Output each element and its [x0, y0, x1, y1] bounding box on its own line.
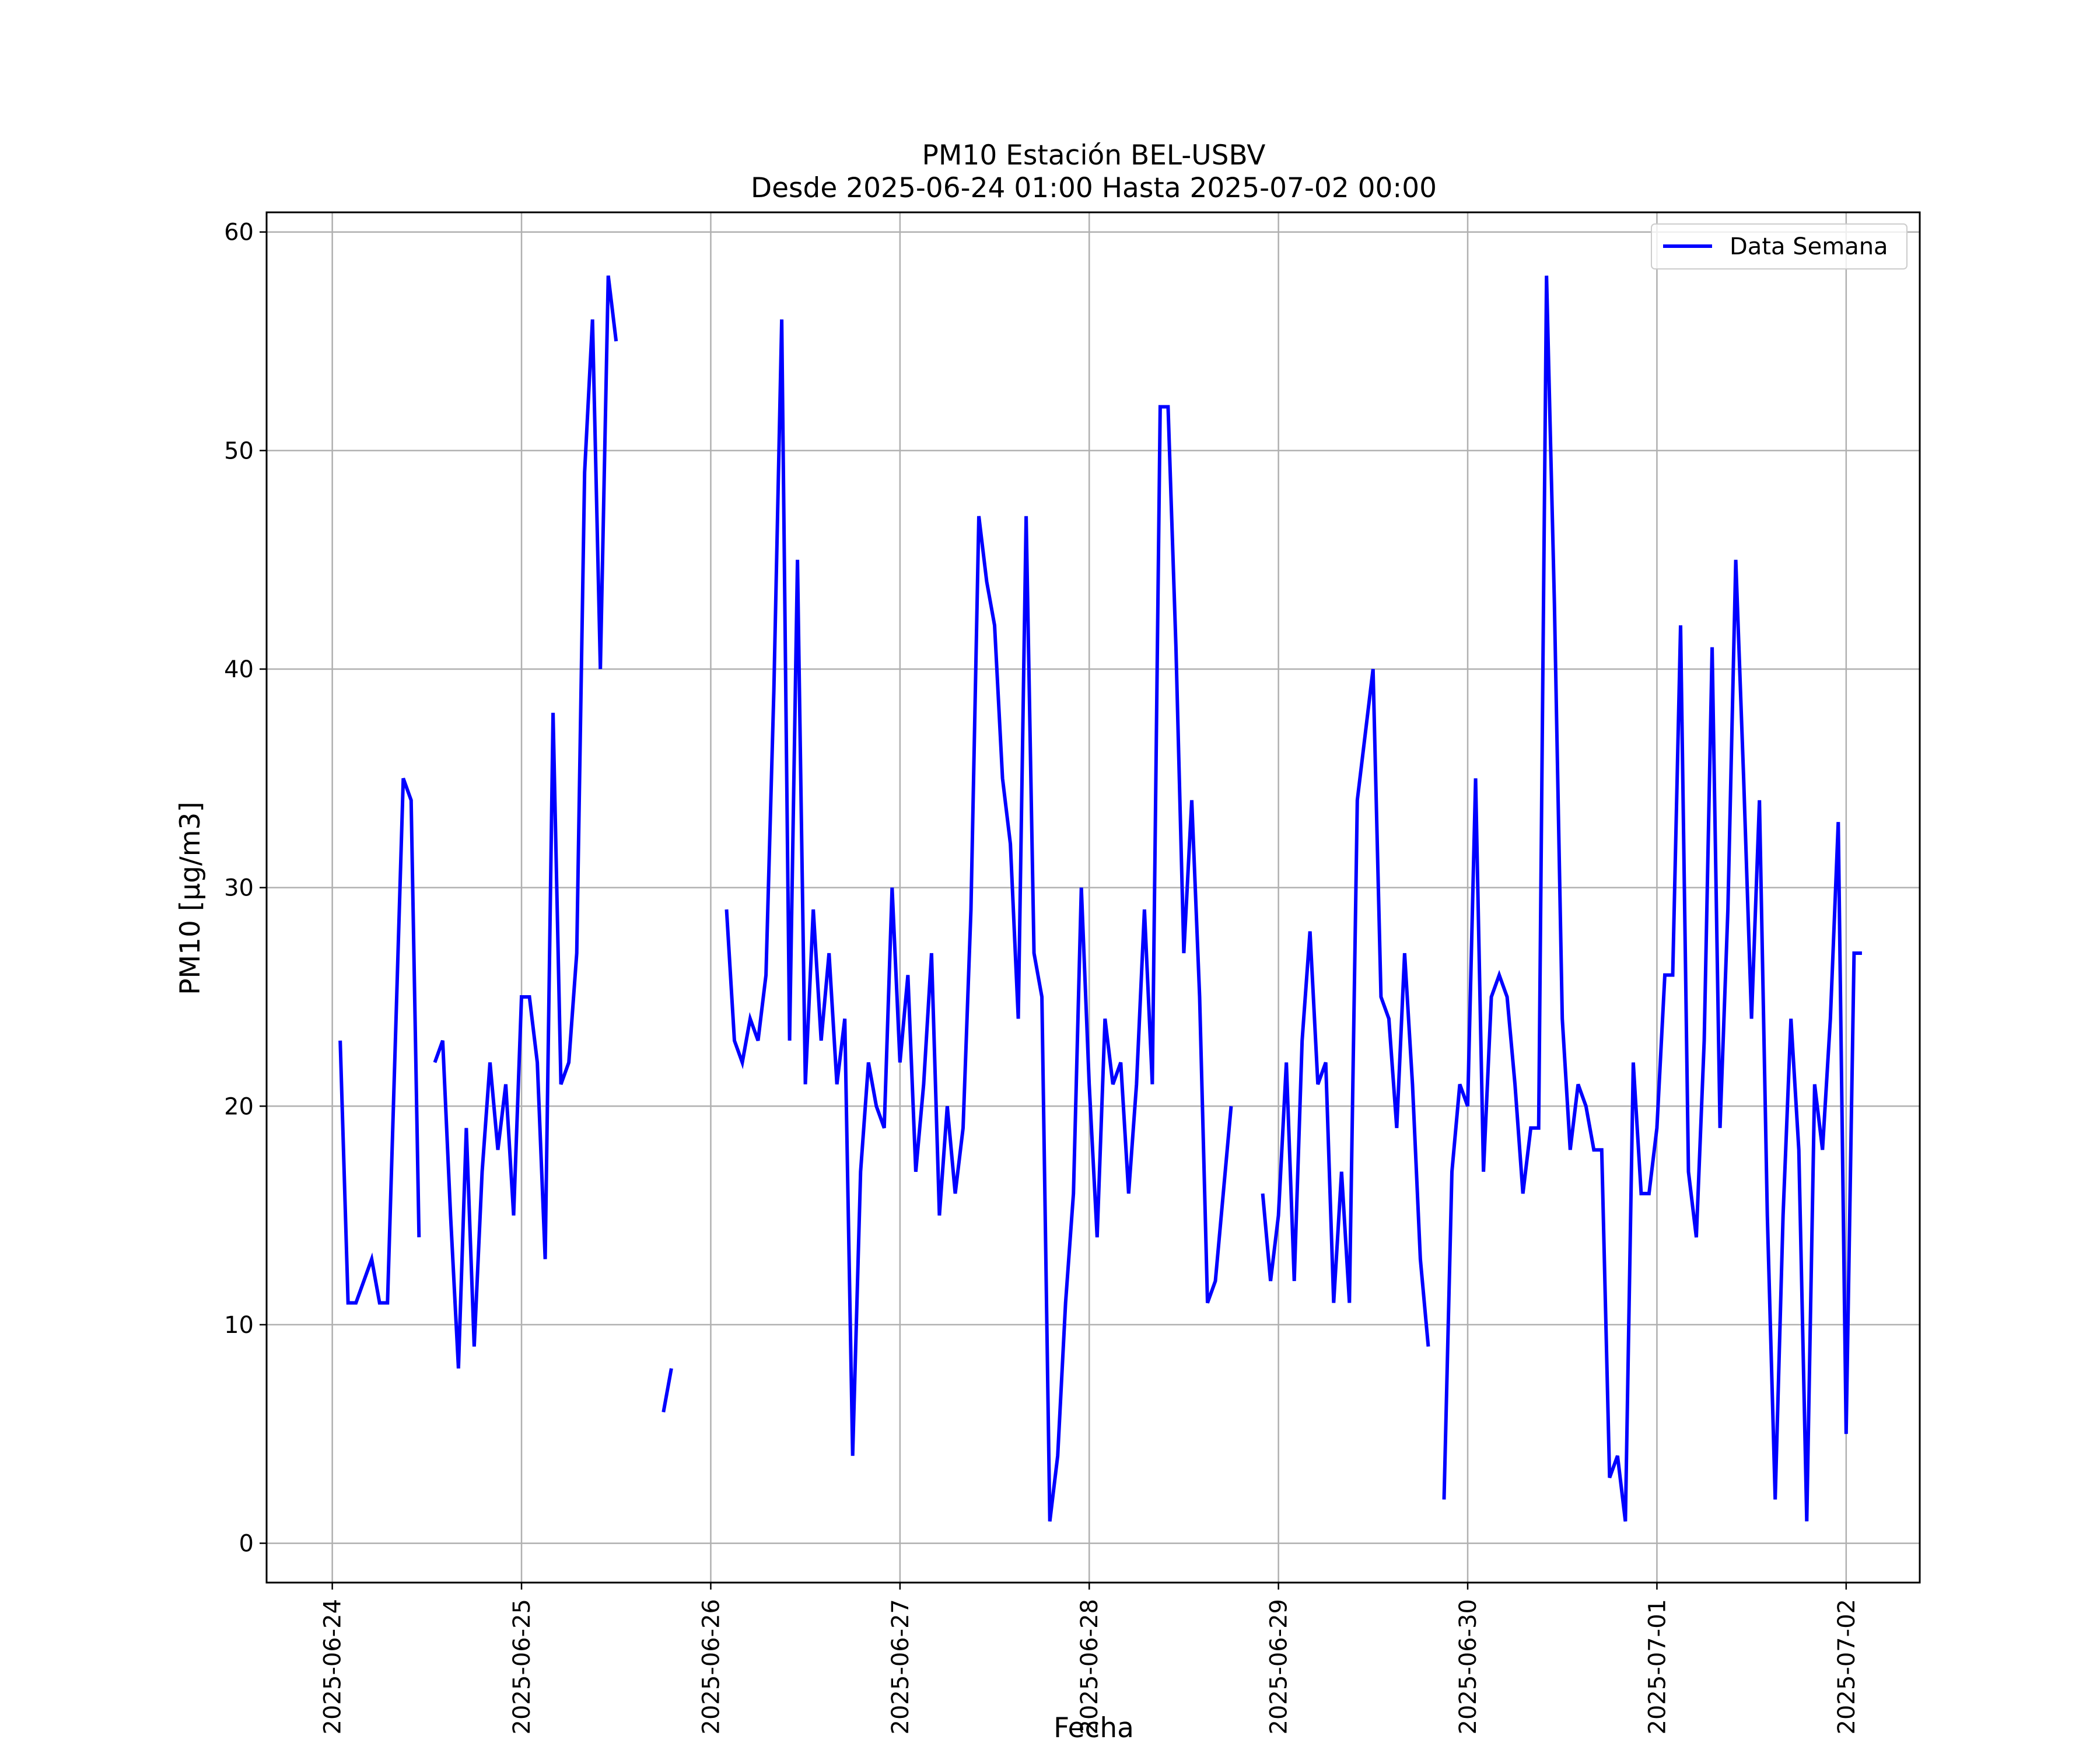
x-tick-label: 2025-06-28 [1076, 1599, 1103, 1734]
x-tick-label: 2025-06-29 [1266, 1599, 1293, 1734]
grid [267, 212, 1920, 1583]
legend: Data Semana [1651, 223, 1908, 270]
y-tick-label: 60 [224, 219, 254, 246]
y-tick-label: 30 [224, 875, 254, 902]
y-tick-label: 20 [224, 1093, 254, 1120]
y-axis-ticks: 0 10 20 30 40 50 60 [224, 219, 267, 1558]
x-tick-label: 2025-07-01 [1644, 1599, 1671, 1734]
x-tick-label: 2025-06-24 [320, 1599, 346, 1734]
x-axis-ticks: 2025-06-24 2025-06-25 2025-06-26 2025-06-27… [320, 1583, 1860, 1734]
x-tick-label: 2025-06-27 [887, 1599, 914, 1734]
y-tick-label: 10 [224, 1312, 254, 1339]
series-layer [338, 275, 1862, 1522]
chart-title: PM10 Estación BEL-USBV [922, 139, 1266, 172]
x-tick-label: 2025-07-02 [1833, 1599, 1860, 1734]
plot-frame [265, 211, 1921, 1584]
y-tick-label: 50 [224, 438, 254, 464]
chart-subtitle: Desde 2025-06-24 01:00 Hasta 2025-07-02 … [751, 172, 1437, 204]
x-tick-label: 2025-06-30 [1455, 1599, 1482, 1734]
legend-label: Data Semana [1730, 233, 1888, 260]
series-line-data-semana [338, 275, 1862, 1522]
x-tick-label: 2025-06-25 [509, 1599, 536, 1734]
y-tick-label: 0 [239, 1531, 254, 1558]
plot-area [267, 212, 1920, 1583]
y-tick-label: 40 [224, 656, 254, 683]
legend-box [1651, 223, 1908, 270]
x-axis-label: Fecha [1054, 1712, 1134, 1744]
y-axis-label: PM10 [μg/m3] [174, 802, 206, 995]
x-tick-label: 2025-06-26 [698, 1599, 724, 1734]
